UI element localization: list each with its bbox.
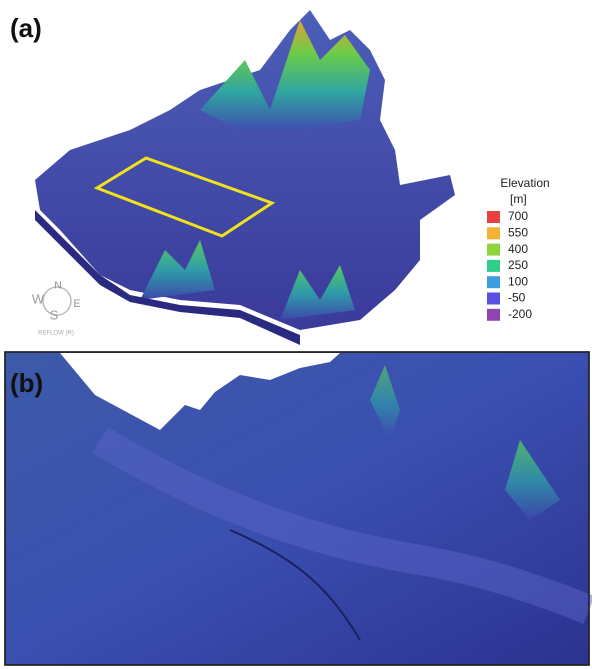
legend-swatch — [487, 308, 500, 321]
compass-w: W — [32, 291, 45, 306]
legend-label: 400 — [508, 242, 528, 256]
compass: N W E S REFLOW (R) — [32, 281, 81, 337]
compass-n: N — [54, 281, 61, 292]
legend-swatch — [487, 276, 500, 289]
legend: Elevation [m] 700 550 400 250 100 -50 -200 — [487, 176, 550, 321]
compass-caption: REFLOW (R) — [38, 331, 74, 337]
compass-e: E — [73, 298, 80, 310]
legend-unit: [m] — [510, 192, 527, 206]
legend-label: 250 — [508, 258, 528, 272]
panel-label: (b) — [10, 368, 43, 398]
terrain-b — [4, 351, 592, 666]
legend-swatch — [487, 259, 500, 272]
legend-label: 700 — [508, 209, 528, 223]
panel-label: (a) — [10, 13, 42, 43]
legend-swatch — [487, 227, 500, 240]
legend-swatch — [487, 243, 500, 256]
legend-label: 550 — [508, 225, 528, 239]
legend-label: -50 — [508, 291, 526, 305]
legend-swatch — [487, 211, 500, 223]
legend-label: 100 — [508, 274, 528, 288]
legend-title: Elevation — [500, 176, 549, 190]
legend-label: -200 — [508, 307, 532, 321]
legend-swatch — [487, 292, 500, 305]
compass-s: S — [50, 307, 59, 322]
terrain-a — [35, 10, 455, 345]
